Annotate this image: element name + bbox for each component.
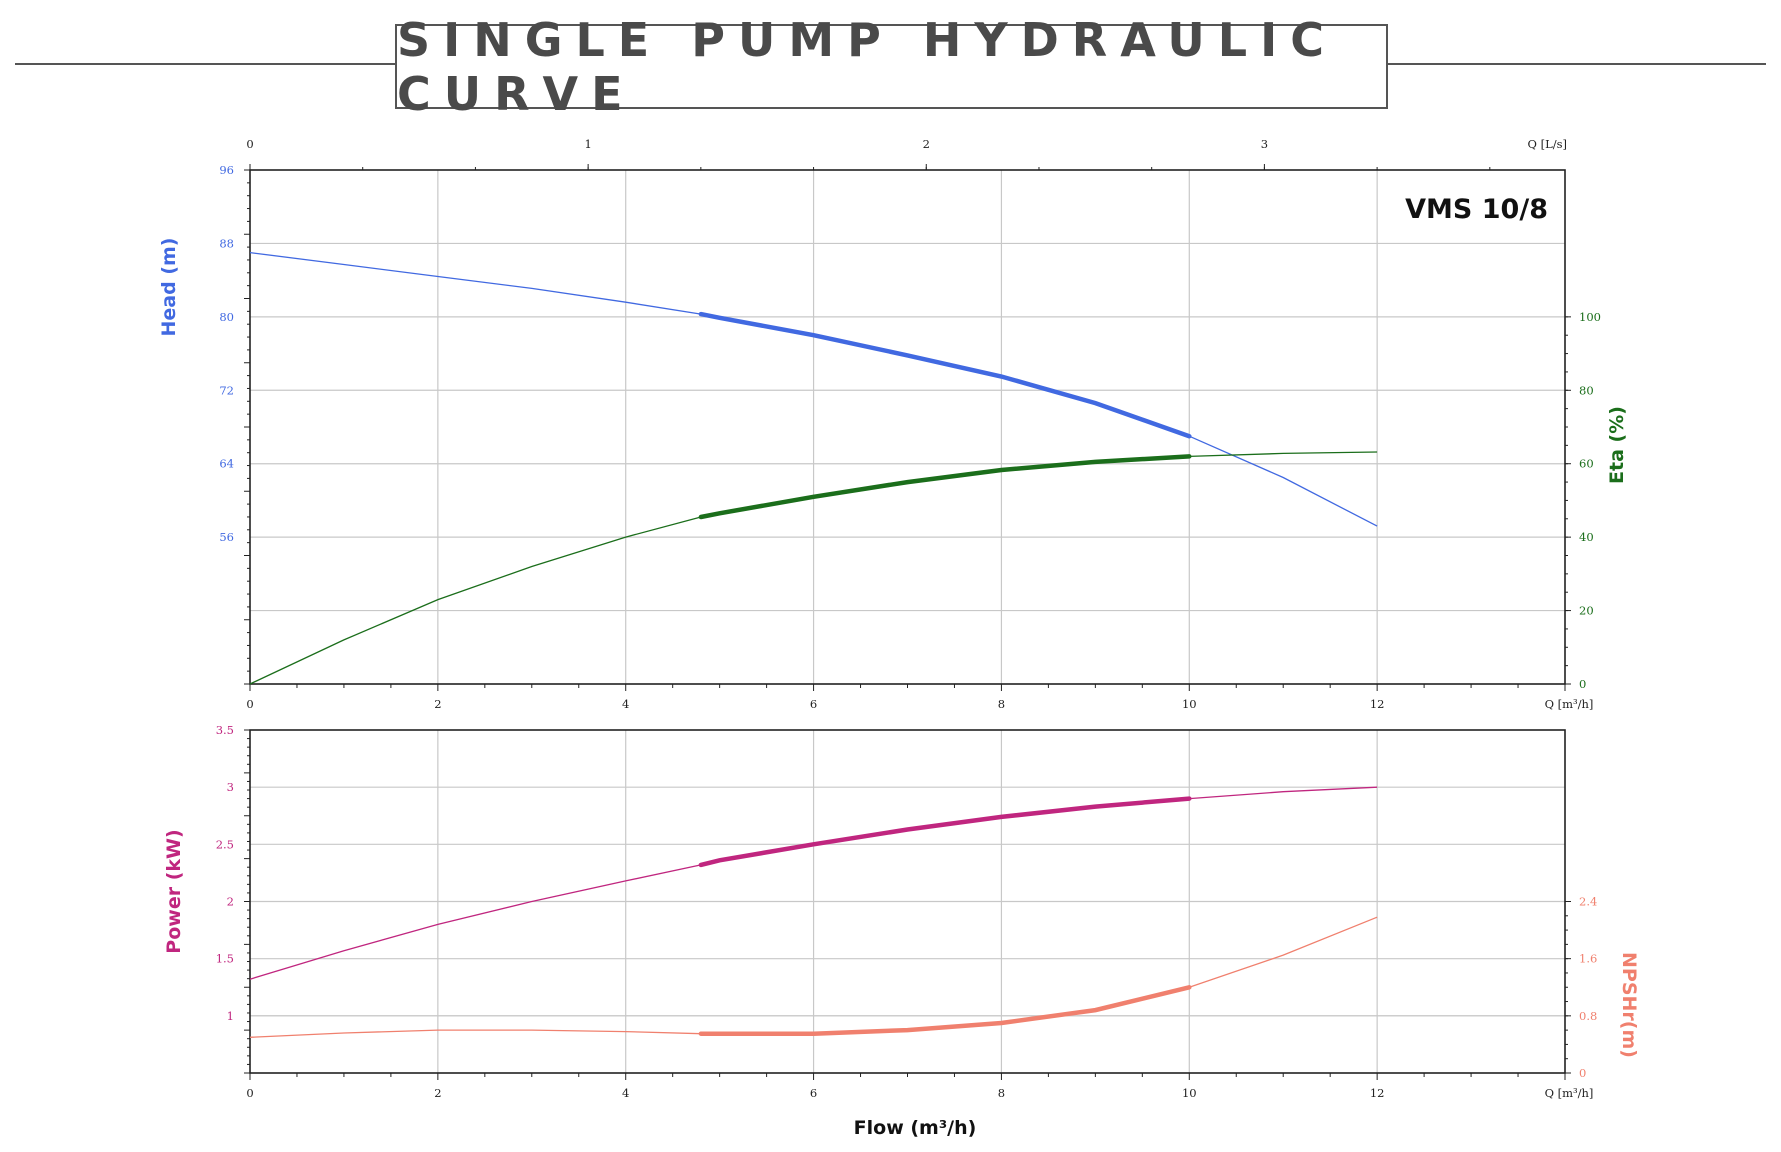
x-tick-label-0-3: 6 (810, 697, 817, 711)
model-label: VMS 10/8 (1405, 194, 1548, 225)
x-tick-label-0-2: 4 (622, 697, 629, 711)
y2-tick-label-1-0: 0 (1579, 1066, 1586, 1080)
x-axis-label-1: Q [m³/h] (1545, 1086, 1594, 1100)
y2-tick-label-0-3: 60 (1579, 457, 1594, 471)
y-axis-title-0: Head (m) (158, 238, 180, 337)
x-tick-label-0-1: 2 (434, 697, 441, 711)
y-tick-label-1-2: 2 (227, 895, 234, 909)
y-tick-label-0-2: 72 (219, 383, 234, 397)
plot-frame-0 (249, 169, 1566, 685)
x-tick-label-0-0: 0 (246, 697, 253, 711)
y2-tick-label-1-1: 0.8 (1579, 1009, 1597, 1023)
y-tick-label-1-5: 3.5 (216, 723, 234, 737)
y-tick-label-0-0: 56 (219, 530, 234, 544)
x-tick-label-0-5: 10 (1182, 697, 1197, 711)
y2-tick-label-0-1: 20 (1579, 604, 1594, 618)
title-box: SINGLE PUMP HYDRAULIC CURVE (395, 13, 1388, 121)
y-tick-label-1-3: 2.5 (216, 837, 234, 851)
y-tick-label-0-5: 96 (219, 163, 234, 177)
x-axis-title: Flow (m³/h) (854, 1117, 977, 1139)
x2-axis-label: Q [L/s] (1528, 137, 1567, 151)
y-tick-label-1-4: 3 (227, 780, 234, 794)
x-tick-label-1-6: 12 (1370, 1086, 1385, 1100)
x-tick-label-0-6: 12 (1370, 697, 1385, 711)
y-tick-label-0-3: 80 (219, 310, 234, 324)
x-tick-label-0-4: 8 (998, 697, 1005, 711)
y2-tick-label-1-3: 2.4 (1579, 895, 1597, 909)
y-axis-title-1: Power (kW) (163, 829, 185, 953)
header-rule-left (15, 63, 395, 65)
y-tick-label-0-4: 88 (219, 236, 234, 250)
x-tick-label-1-4: 8 (998, 1086, 1005, 1100)
y-tick-label-1-1: 1.5 (216, 952, 234, 966)
y2-tick-label-0-5: 100 (1579, 310, 1601, 324)
header-rule-right (1388, 63, 1766, 65)
x2-tick-label-2: 2 (923, 137, 930, 151)
x2-tick-label-1: 1 (584, 137, 591, 151)
x-tick-label-1-0: 0 (246, 1086, 253, 1100)
series-operating-0-0 (698, 311, 1192, 439)
y2-axis-title-0: Eta (%) (1606, 406, 1628, 484)
y2-tick-label-0-0: 0 (1579, 677, 1586, 691)
x2-tick-label-0: 0 (246, 137, 253, 151)
page-title: SINGLE PUMP HYDRAULIC CURVE (397, 12, 1337, 121)
x-tick-label-1-5: 10 (1182, 1086, 1197, 1100)
y2-tick-label-0-2: 40 (1579, 530, 1594, 544)
series-operating-1-0 (698, 796, 1192, 868)
y2-axis-title-1: NPSHr(m) (1618, 952, 1640, 1058)
x2-tick-label-3: 3 (1261, 137, 1268, 151)
series-operating-0-1 (698, 454, 1192, 520)
series-operating-1-1 (698, 985, 1192, 1036)
x-tick-label-1-2: 4 (622, 1086, 629, 1100)
x-tick-label-1-1: 2 (434, 1086, 441, 1100)
y2-tick-label-1-2: 1.6 (1579, 952, 1597, 966)
x-axis-label-0: Q [m³/h] (1545, 697, 1594, 711)
y-tick-label-0-1: 64 (219, 457, 234, 471)
x-tick-label-1-3: 6 (810, 1086, 817, 1100)
y2-tick-label-0-4: 80 (1579, 383, 1594, 397)
y-tick-label-1-0: 1 (227, 1009, 234, 1023)
